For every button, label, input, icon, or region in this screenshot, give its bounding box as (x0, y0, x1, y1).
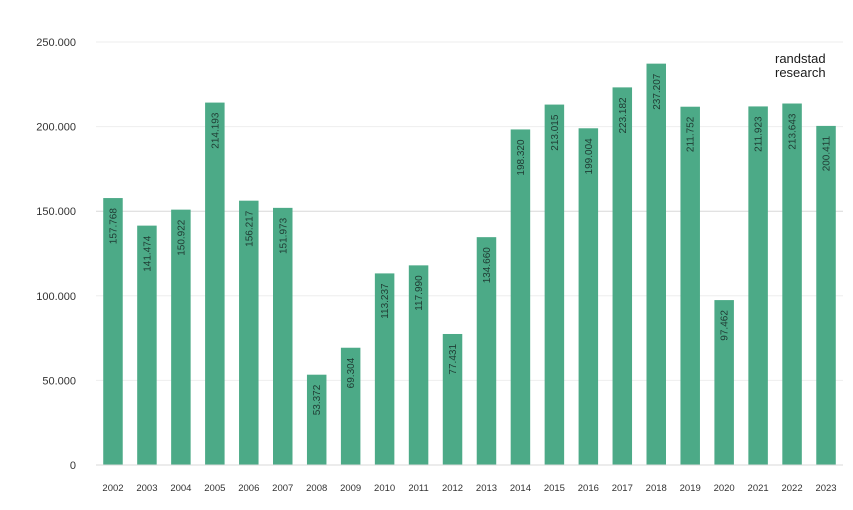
bar-2009 (340, 347, 361, 465)
data-label: 156.217 (244, 210, 255, 247)
data-label: 117.990 (414, 275, 425, 311)
x-tick-label: 2012 (442, 483, 463, 494)
data-label: 198.320 (516, 139, 527, 176)
y-axis-ticks: 0 50.000 100.000 150.000 200.000 250.000 (36, 37, 76, 472)
x-tick-label: 2009 (340, 483, 361, 494)
data-label: 157.768 (108, 208, 119, 245)
data-label: 211.752 (686, 116, 697, 152)
data-label: 199.004 (584, 138, 595, 175)
data-label: 53.372 (312, 384, 323, 415)
y-tick-label: 200.000 (36, 122, 76, 134)
data-label: 69.304 (346, 357, 357, 388)
y-tick-label: 250.000 (36, 37, 76, 49)
x-tick-label: 2014 (510, 483, 531, 494)
y-tick-label: 50.000 (42, 375, 76, 387)
x-tick-label: 2017 (612, 483, 633, 494)
data-label: 213.015 (550, 114, 561, 151)
data-label: 211.923 (754, 116, 765, 152)
brand-line-1: randstad (775, 51, 826, 66)
x-tick-label: 2023 (815, 483, 836, 494)
bar-2019 (680, 106, 700, 466)
brand-logo: randstad research (775, 52, 826, 80)
bar-2013 (476, 237, 497, 465)
x-tick-label: 2006 (238, 483, 259, 494)
bar-2014 (510, 129, 531, 465)
bar-2011 (408, 265, 429, 465)
data-label: 141.474 (142, 235, 153, 272)
x-tick-label: 2015 (544, 483, 565, 494)
y-tick-label: 100.000 (36, 291, 76, 303)
x-tick-label: 2022 (781, 483, 802, 494)
data-label: 113.237 (380, 283, 391, 319)
x-axis-ticks: 2002 2003 2004 2005 2006 2007 2008 2009 2010 2011… (102, 483, 836, 494)
data-label: 213.643 (788, 113, 799, 150)
x-tick-label: 2003 (136, 483, 157, 494)
data-label: 151.973 (278, 217, 289, 254)
x-tick-label: 2020 (714, 483, 735, 494)
bar-2015 (544, 104, 565, 466)
bar-2022 (782, 103, 802, 465)
bar-2018 (646, 63, 666, 466)
bar-2006 (239, 200, 259, 465)
bar-2007 (273, 207, 293, 465)
bar-2010 (374, 273, 395, 465)
data-label: 77.431 (448, 344, 459, 375)
data-label: 150.922 (176, 219, 187, 256)
value-labels: 157.768 141.474 150.922 214.193 156.217 151.9… (108, 73, 832, 415)
bar-2020 (714, 300, 734, 465)
x-tick-label: 2018 (646, 483, 667, 494)
bar-2016 (578, 128, 599, 466)
x-tick-label: 2004 (170, 483, 191, 494)
data-label: 223.182 (618, 97, 629, 134)
data-label: 97.462 (720, 310, 731, 341)
y-tick-label: 150.000 (36, 206, 76, 218)
bar-2023 (816, 125, 836, 465)
bar-2012 (442, 333, 463, 465)
bar-2004 (171, 209, 191, 465)
bar-2021 (748, 106, 768, 466)
bar-2002 (103, 198, 123, 465)
bar-2008 (306, 374, 327, 465)
data-label: 134.660 (482, 247, 493, 284)
y-tick-label: 0 (70, 460, 76, 472)
data-label: 200.411 (822, 135, 833, 171)
x-tick-label: 2011 (408, 483, 428, 494)
data-label: 237.207 (652, 73, 663, 110)
bars (103, 63, 836, 466)
bar-2017 (612, 87, 633, 466)
x-tick-label: 2016 (578, 483, 599, 494)
data-label: 214.193 (210, 112, 221, 149)
x-tick-label: 2013 (476, 483, 497, 494)
x-tick-label: 2010 (374, 483, 395, 494)
x-tick-label: 2002 (102, 483, 123, 494)
x-tick-label: 2019 (680, 483, 701, 494)
x-tick-label: 2008 (306, 483, 327, 494)
x-tick-label: 2007 (272, 483, 293, 494)
bar-2003 (137, 225, 157, 465)
x-tick-label: 2005 (204, 483, 225, 494)
x-tick-label: 2021 (748, 483, 769, 494)
bar-2005 (205, 102, 225, 465)
brand-line-2: research (775, 65, 826, 80)
